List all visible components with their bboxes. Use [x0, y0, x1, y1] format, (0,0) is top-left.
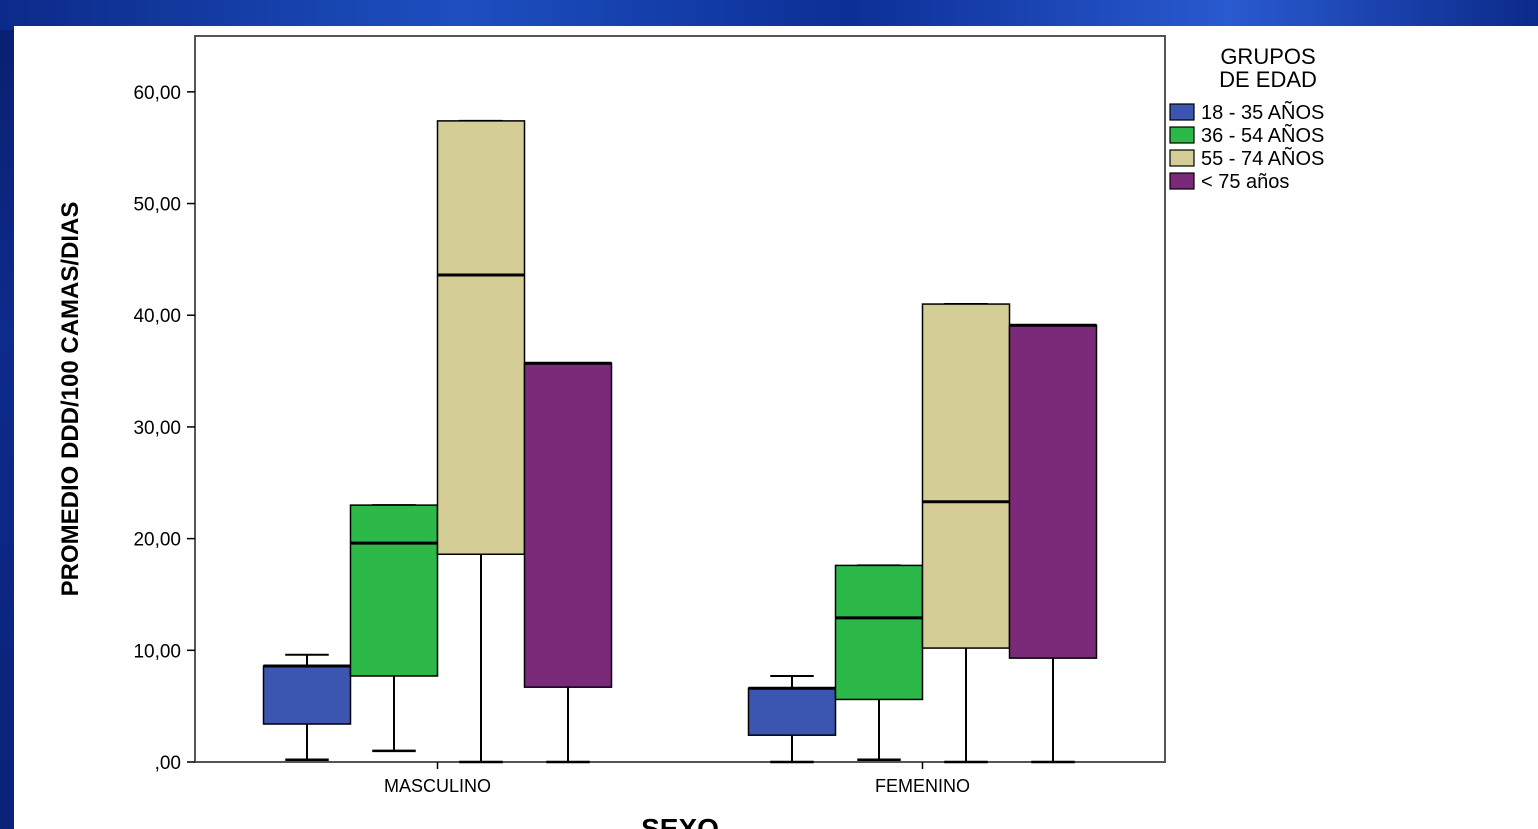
y-axis-label: PROMEDIO DDD/100 CAMAS/DIAS: [57, 202, 84, 597]
legend-swatch: [1169, 126, 1195, 144]
box-0-1: [349, 504, 439, 677]
box-1-3: [1008, 324, 1098, 659]
legend-label: 36 - 54 AÑOS: [1201, 123, 1324, 147]
legend-swatch: [1169, 103, 1195, 121]
y-tick-label: 20,00: [133, 530, 181, 551]
box-0-3: [523, 362, 613, 688]
box-1-2: [921, 303, 1011, 649]
legend-label: 18 - 35 AÑOS: [1201, 100, 1324, 124]
y-tick-label: 10,00: [133, 641, 181, 662]
legend-title-line-2: DE EDAD: [1219, 67, 1317, 92]
background-streak: [0, 0, 1538, 30]
legend-swatch: [1169, 149, 1195, 167]
y-tick-label: 40,00: [133, 306, 181, 327]
legend-label: < 75 años: [1201, 171, 1289, 193]
legend-title: GRUPOS: [1220, 44, 1315, 69]
y-tick-label: 50,00: [133, 195, 181, 216]
box-0-0: [262, 665, 352, 725]
x-category-label: FEMENINO: [875, 776, 970, 796]
box-0-2: [436, 120, 526, 556]
y-tick-label: 60,00: [133, 83, 181, 104]
y-tick-label: 30,00: [133, 418, 181, 439]
x-axis-label: SEXO: [641, 813, 719, 829]
legend-label: 55 - 74 AÑOS: [1201, 146, 1324, 170]
x-category-label: MASCULINO: [384, 776, 491, 796]
y-tick-label: ,00: [155, 753, 181, 774]
box-1-0: [747, 687, 837, 736]
legend-swatch: [1169, 172, 1195, 190]
box-1-1: [834, 564, 924, 701]
plot-frame: [194, 35, 1166, 763]
